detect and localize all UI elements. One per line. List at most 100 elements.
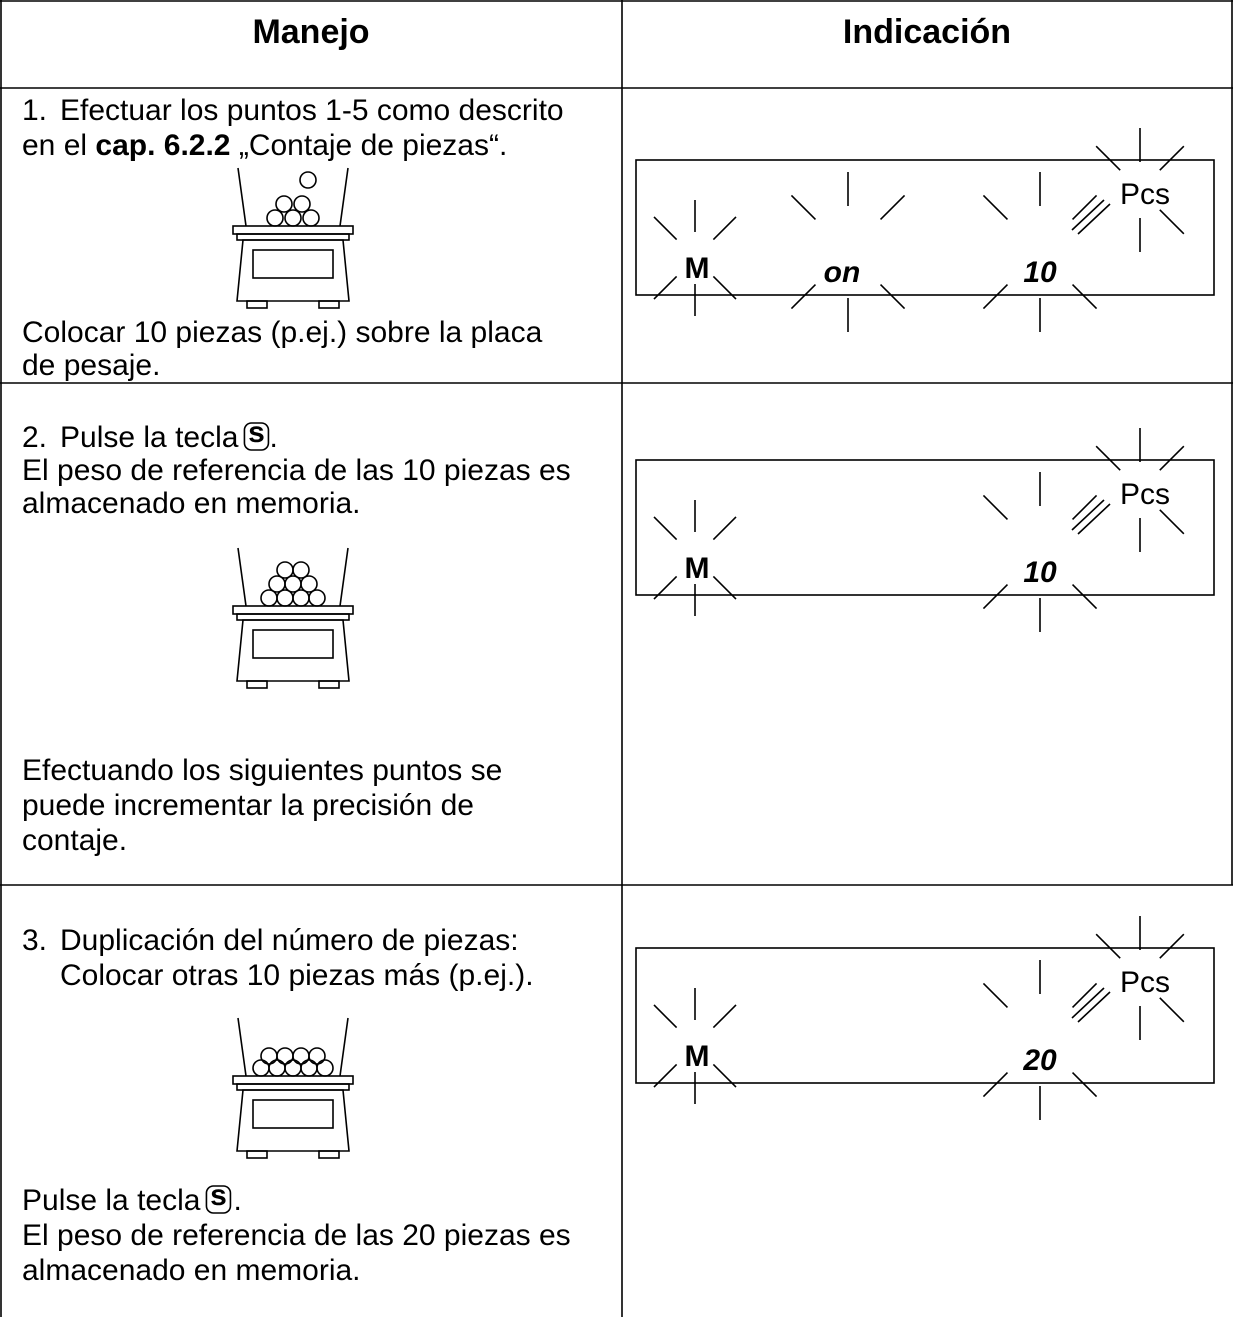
screen bbox=[252, 1099, 334, 1129]
bucket bbox=[339, 1017, 349, 1077]
blink-ray bbox=[712, 575, 737, 600]
display-box bbox=[635, 159, 1215, 296]
blink-ray bbox=[1071, 194, 1098, 221]
reference: cap. 6.2.2 bbox=[95, 129, 230, 162]
ball bbox=[252, 1059, 270, 1077]
scale-icon bbox=[232, 167, 354, 309]
blink-ray bbox=[1071, 1071, 1098, 1098]
ball bbox=[275, 195, 293, 213]
bucket bbox=[339, 167, 349, 227]
screen bbox=[252, 249, 334, 279]
blink-ray bbox=[712, 1004, 737, 1029]
blink-ray bbox=[1071, 283, 1098, 310]
header-right: Indicación bbox=[843, 13, 1011, 51]
text-line: El peso de referencia de las 20 piezas e… bbox=[22, 1219, 571, 1252]
unit-link bbox=[1071, 199, 1105, 231]
text-line: puede incrementar la precisión de bbox=[22, 789, 474, 822]
text-line: Efectuar los puntos 1-5 como descrito bbox=[60, 94, 564, 127]
display-unit: Pcs bbox=[1120, 178, 1170, 211]
ball bbox=[308, 589, 326, 607]
foot bbox=[246, 1150, 268, 1159]
blink-ray bbox=[1095, 445, 1121, 471]
ball bbox=[266, 209, 284, 227]
text-line: Colocar otras 10 piezas más (p.ej.). bbox=[60, 959, 534, 992]
row-line: en el cap. 6.2.2 „Contaje de piezas“. bbox=[22, 129, 507, 162]
foot bbox=[318, 300, 340, 309]
header-left: Manejo bbox=[252, 13, 369, 51]
platform bbox=[236, 613, 350, 621]
display-unit: Pcs bbox=[1120, 966, 1170, 999]
ball bbox=[284, 1059, 302, 1077]
unit-link bbox=[1077, 203, 1111, 235]
ball bbox=[302, 209, 320, 227]
platform bbox=[232, 225, 354, 235]
bucket bbox=[339, 547, 349, 607]
text-line: . bbox=[233, 1184, 241, 1217]
body bbox=[236, 619, 350, 682]
blink-ray bbox=[712, 516, 737, 541]
platform bbox=[232, 605, 354, 615]
blink-ray bbox=[712, 1063, 737, 1088]
blink-ray bbox=[790, 194, 817, 221]
blink-ray bbox=[653, 575, 678, 600]
text-line: Pulse la tecla bbox=[60, 421, 239, 454]
blink-ray bbox=[982, 583, 1009, 610]
text-line: El peso de referencia de las 10 piezas e… bbox=[22, 454, 571, 487]
blink-ray bbox=[712, 275, 737, 300]
ball bbox=[260, 589, 278, 607]
blink-ray bbox=[982, 494, 1009, 521]
ball bbox=[276, 589, 294, 607]
display-mode: M bbox=[685, 1040, 710, 1073]
blink-ray bbox=[790, 283, 817, 310]
display-count: 10 bbox=[1023, 556, 1057, 589]
blink-ray bbox=[1159, 209, 1185, 235]
blink-ray bbox=[982, 982, 1009, 1009]
ball bbox=[308, 1047, 326, 1065]
foot bbox=[318, 1150, 340, 1159]
ball bbox=[316, 1059, 334, 1077]
text-line: 3. bbox=[22, 924, 47, 957]
blink-ray bbox=[1071, 494, 1098, 521]
bucket bbox=[237, 1017, 247, 1077]
blink-ray bbox=[1071, 583, 1098, 610]
blink-ray bbox=[982, 283, 1009, 310]
platform bbox=[232, 1075, 354, 1085]
display-count: 20 bbox=[1022, 1044, 1057, 1077]
foot bbox=[246, 680, 268, 689]
ball bbox=[300, 575, 318, 593]
blink-ray bbox=[653, 516, 678, 541]
blink-ray bbox=[1095, 145, 1121, 171]
platform bbox=[236, 1083, 350, 1091]
text: „Contaje de piezas“. bbox=[239, 129, 507, 162]
display-mode: M bbox=[685, 552, 710, 585]
scale-icon bbox=[232, 1017, 354, 1159]
text-line: almacenado en memoria. bbox=[22, 487, 361, 520]
text-line: Colocar 10 piezas (p.ej.) sobre la placa bbox=[22, 316, 543, 349]
ball bbox=[292, 1047, 310, 1065]
bucket bbox=[237, 167, 247, 227]
text-line: almacenado en memoria. bbox=[22, 1254, 361, 1287]
body bbox=[236, 239, 350, 302]
display-count: 10 bbox=[1023, 256, 1057, 289]
blink-ray bbox=[879, 283, 906, 310]
foot bbox=[318, 680, 340, 689]
scale-icon bbox=[232, 547, 354, 689]
blink-ray bbox=[712, 216, 737, 241]
blink-ray bbox=[1159, 997, 1185, 1023]
ball bbox=[292, 589, 310, 607]
ball bbox=[260, 1047, 278, 1065]
ball bbox=[268, 1059, 286, 1077]
blink-ray bbox=[1159, 933, 1185, 959]
text-line: . bbox=[269, 421, 277, 454]
ball bbox=[299, 171, 317, 189]
blink-ray bbox=[653, 1063, 678, 1088]
key-label: s bbox=[210, 1179, 227, 1212]
text-line: 2. bbox=[22, 421, 47, 454]
display-box bbox=[635, 459, 1215, 596]
key-icon bbox=[243, 422, 270, 451]
blink-ray bbox=[653, 216, 678, 241]
ball bbox=[284, 209, 302, 227]
text-line: Pulse la tecla bbox=[22, 1184, 201, 1217]
